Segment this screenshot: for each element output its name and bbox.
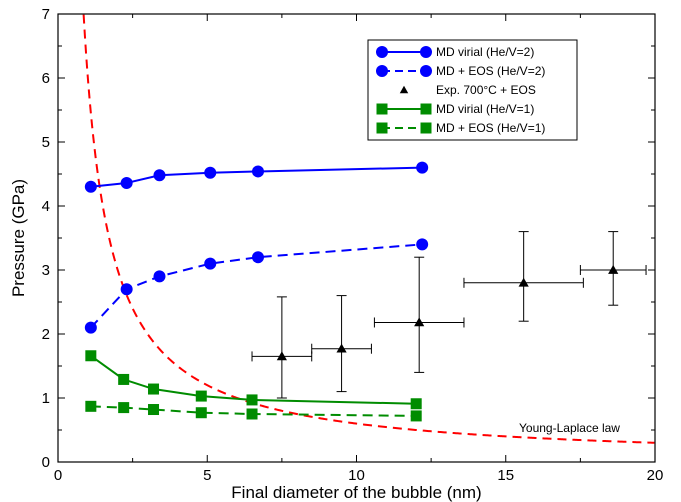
legend-label: MD virial (He/V=2) <box>436 45 534 59</box>
y-tick-label: 6 <box>42 70 50 87</box>
legend: MD virial (He/V=2) MD + EOS (He/V=2) Exp. … <box>367 39 578 141</box>
legend-label: MD + EOS (He/V=1) <box>436 121 545 135</box>
curve-label: Young-Laplace law <box>519 421 620 435</box>
data-point <box>608 264 619 274</box>
series-4 <box>85 350 422 410</box>
legend-marker <box>420 122 432 134</box>
data-point <box>84 321 97 334</box>
series-1 <box>84 161 429 193</box>
data-point <box>148 404 160 416</box>
data-point <box>148 383 160 395</box>
y-tick-label: 7 <box>42 6 50 23</box>
y-tick-label: 0 <box>42 454 50 471</box>
legend-label: Exp. 700°C + EOS <box>436 83 536 97</box>
data-point <box>204 166 217 179</box>
legend-item: Exp. 700°C + EOS <box>399 83 536 97</box>
data-point <box>85 350 97 362</box>
legend-label: MD virial (He/V=1) <box>436 102 534 116</box>
x-axis-title: Final diameter of the bubble (nm) <box>231 483 481 502</box>
data-point <box>251 165 264 178</box>
y-tick-label: 3 <box>42 262 50 279</box>
series-3 <box>251 231 647 399</box>
data-point <box>84 180 97 193</box>
legend-marker <box>376 46 388 58</box>
series-5 <box>85 400 422 422</box>
legend-item: MD virial (He/V=2) <box>376 45 534 59</box>
data-point <box>518 277 529 287</box>
data-point <box>246 408 258 420</box>
data-point <box>120 176 133 189</box>
data-point <box>416 161 429 174</box>
data-point <box>153 169 166 182</box>
data-point <box>153 270 166 283</box>
data-point <box>414 317 425 327</box>
data-point <box>118 402 130 414</box>
x-tick-label: 0 <box>54 467 62 484</box>
legend-marker <box>376 103 388 115</box>
data-point <box>336 343 347 353</box>
legend-marker <box>399 85 409 94</box>
legend-item: MD + EOS (He/V=1) <box>376 121 545 135</box>
legend-marker <box>376 122 388 134</box>
data-point <box>118 373 130 385</box>
x-tick-label: 15 <box>497 467 514 484</box>
data-point <box>85 400 97 412</box>
legend-marker <box>376 65 388 77</box>
legend-label: MD + EOS (He/V=2) <box>436 64 545 78</box>
series-2 <box>84 238 429 334</box>
legend-item: MD virial (He/V=1) <box>376 102 534 116</box>
data-point <box>246 394 258 406</box>
x-tick-label: 20 <box>647 467 664 484</box>
y-tick-label: 1 <box>42 390 50 407</box>
data-point <box>195 390 207 402</box>
y-tick-label: 4 <box>42 198 50 215</box>
data-point <box>120 283 133 296</box>
data-point <box>276 351 287 361</box>
plot-area <box>82 14 655 444</box>
series-line <box>90 243 423 329</box>
legend-marker <box>420 103 432 115</box>
young-laplace-curve <box>82 14 655 444</box>
legend-marker <box>420 65 432 77</box>
axes: 0 5 10 15 20 0 1 2 3 4 5 6 7 <box>42 6 664 484</box>
data-point <box>410 410 422 422</box>
x-tick-label: 10 <box>348 467 365 484</box>
y-tick-label: 5 <box>42 134 50 151</box>
legend-item: MD + EOS (He/V=2) <box>376 64 545 78</box>
data-point <box>410 398 422 410</box>
legend-marker <box>420 46 432 58</box>
data-point <box>416 238 429 251</box>
x-tick-label: 5 <box>203 467 211 484</box>
y-axis-title: Pressure (GPa) <box>9 179 28 297</box>
y-tick-label: 2 <box>42 326 50 343</box>
data-point <box>195 407 207 419</box>
data-point <box>251 251 264 264</box>
data-point <box>204 257 217 270</box>
series-line <box>90 405 417 417</box>
